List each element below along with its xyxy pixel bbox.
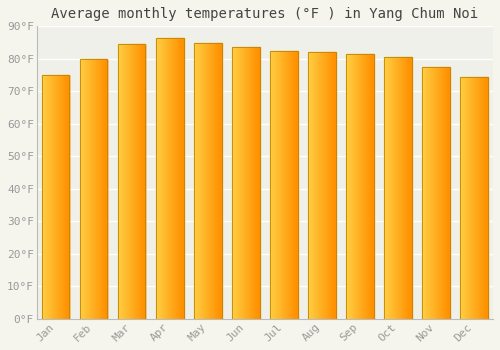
Bar [422, 67, 450, 319]
Bar [460, 77, 487, 319]
Bar [384, 57, 411, 319]
Bar [194, 43, 222, 319]
Bar [118, 44, 146, 319]
Bar [308, 52, 336, 319]
Bar [80, 59, 108, 319]
Bar [232, 47, 260, 319]
Title: Average monthly temperatures (°F ) in Yang Chum Noi: Average monthly temperatures (°F ) in Ya… [52, 7, 478, 21]
Bar [42, 75, 70, 319]
Bar [156, 38, 184, 319]
Bar [270, 51, 297, 319]
Bar [346, 54, 374, 319]
